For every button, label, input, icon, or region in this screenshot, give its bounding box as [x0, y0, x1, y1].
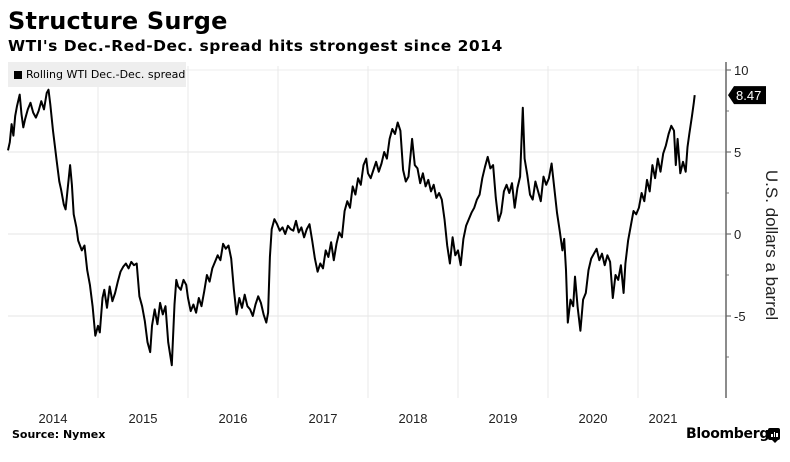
x-tick-label: 2017: [309, 411, 338, 426]
x-tick-label: 2018: [399, 411, 428, 426]
source-note: Source: Nymex: [12, 428, 106, 441]
chart-title: Structure Surge: [8, 7, 228, 35]
legend: Rolling WTI Dec.-Dec. spread: [8, 62, 186, 87]
series-layer: [7, 88, 696, 367]
y-tick-label: 5: [734, 145, 741, 160]
x-tick-label: 2016: [219, 411, 248, 426]
x-tick-label: 2019: [489, 411, 518, 426]
gridlines: [8, 66, 726, 398]
x-tick-label: 2015: [129, 411, 158, 426]
y-tick-label: 10: [734, 63, 748, 78]
chart-subtitle: WTI's Dec.-Red-Dec. spread hits stronges…: [8, 37, 503, 55]
bloomberg-chart-icon: [768, 428, 780, 443]
legend-label: Rolling WTI Dec.-Dec. spread: [26, 68, 186, 81]
last-value-badge-shape: [728, 86, 766, 105]
last-value-label: 8.47: [736, 88, 761, 103]
y-axis: 10 5 0 -5 8.47: [725, 62, 766, 398]
last-value-badge: 8.47: [728, 86, 766, 105]
x-tick-label: 2020: [579, 411, 608, 426]
brand-logo: Bloomberg: [686, 426, 770, 442]
legend-swatch-icon: [14, 70, 22, 79]
series-line: [7, 88, 696, 367]
x-axis: 2014 2015 2016 2017 2018 2019 2020 2021: [39, 411, 678, 426]
y-tick-label: -5: [734, 309, 746, 324]
y-axis-title-wrapper: U.S. dollars a barrel: [756, 150, 786, 340]
x-tick-label: 2021: [649, 411, 678, 426]
x-tick-label: 2014: [39, 411, 68, 426]
y-tick-label: 0: [734, 227, 741, 242]
y-axis-title: U.S. dollars a barrel: [762, 169, 781, 321]
